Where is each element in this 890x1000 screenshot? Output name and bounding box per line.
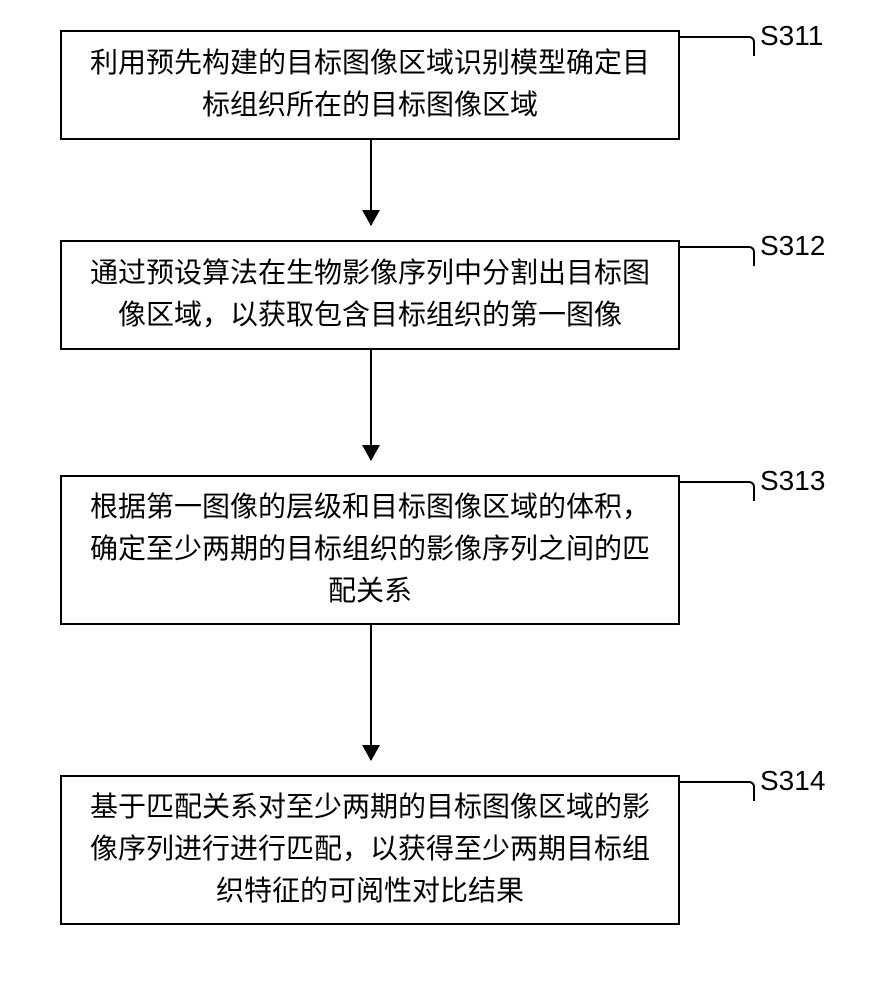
arrow-s312-s313 <box>370 350 372 460</box>
node-text: 通过预设算法在生物影像序列中分割出目标图像区域，以获取包含目标组织的第一图像 <box>82 253 658 337</box>
flowchart-node-s314: 基于匹配关系对至少两期的目标图像区域的影像序列进行进行匹配，以获得至少两期目标组… <box>60 775 680 925</box>
flowchart-node-s312: 通过预设算法在生物影像序列中分割出目标图像区域，以获取包含目标组织的第一图像 <box>60 240 680 350</box>
flowchart-container: 利用预先构建的目标图像区域识别模型确定目标组织所在的目标图像区域 S311 通过… <box>0 0 890 1000</box>
connector-s314 <box>680 781 755 801</box>
step-label-s314: S314 <box>760 765 825 797</box>
connector-s312 <box>680 246 755 266</box>
flowchart-node-s313: 根据第一图像的层级和目标图像区域的体积，确定至少两期的目标组织的影像序列之间的匹… <box>60 475 680 625</box>
step-label-s313: S313 <box>760 465 825 497</box>
connector-s311 <box>680 36 755 56</box>
step-label-s311: S311 <box>760 20 823 52</box>
node-text: 基于匹配关系对至少两期的目标图像区域的影像序列进行进行匹配，以获得至少两期目标组… <box>82 787 658 913</box>
arrow-s313-s314 <box>370 625 372 760</box>
node-text: 根据第一图像的层级和目标图像区域的体积，确定至少两期的目标组织的影像序列之间的匹… <box>82 487 658 613</box>
flowchart-node-s311: 利用预先构建的目标图像区域识别模型确定目标组织所在的目标图像区域 <box>60 30 680 140</box>
arrow-s311-s312 <box>370 140 372 225</box>
connector-s313 <box>680 481 755 501</box>
node-text: 利用预先构建的目标图像区域识别模型确定目标组织所在的目标图像区域 <box>82 43 658 127</box>
step-label-s312: S312 <box>760 230 825 262</box>
